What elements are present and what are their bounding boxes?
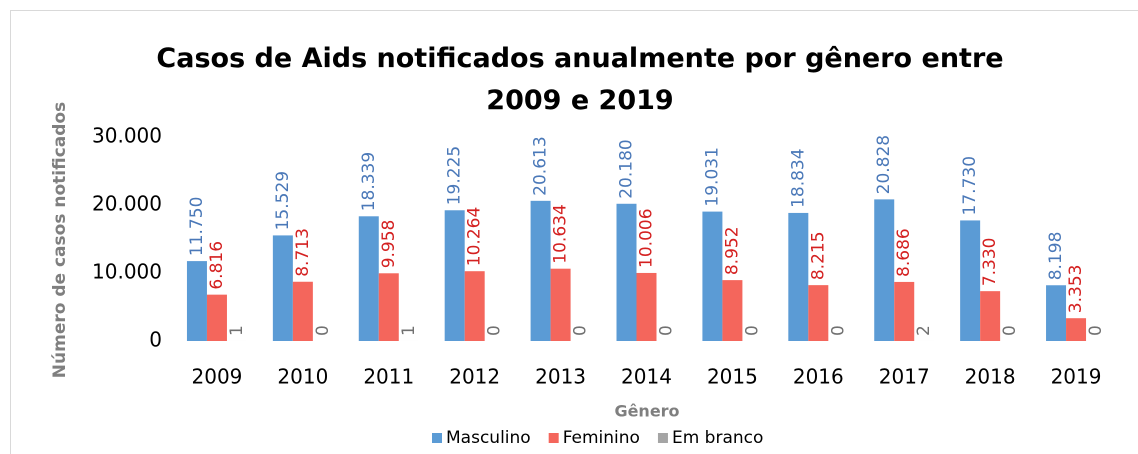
bar (272, 235, 293, 341)
data-label: 17.730 (960, 156, 980, 215)
x-tick-label: 2012 (449, 365, 500, 389)
bar (960, 220, 981, 341)
data-label: 0 (571, 325, 591, 336)
data-label: 18.834 (788, 148, 808, 207)
y-axis-title: Número de casos notificados (50, 102, 70, 378)
legend-label: Masculino (446, 428, 531, 448)
x-tick-label: 2019 (1051, 365, 1102, 389)
bar (186, 261, 207, 341)
bar (292, 281, 313, 341)
legend-swatch (657, 433, 668, 443)
x-axis-title: Gênero (614, 402, 679, 421)
x-tick-label: 2014 (621, 365, 672, 389)
bar (894, 281, 915, 341)
chart-title: Casos de Aids notificados anualmente por… (156, 43, 1004, 116)
data-label: 20.613 (531, 136, 551, 195)
data-label: 9.958 (379, 220, 399, 269)
data-label: 11.750 (187, 197, 207, 256)
x-tick-label: 2011 (363, 365, 414, 389)
data-label: 6.816 (207, 241, 227, 290)
data-label: 19.225 (445, 146, 465, 205)
data-label: 0 (1000, 325, 1020, 336)
bar (358, 216, 379, 341)
bar (636, 272, 657, 341)
legend-swatch (548, 433, 559, 443)
data-label: 7.330 (980, 237, 1000, 286)
bar (1066, 318, 1087, 341)
y-tick-label: 30.000 (92, 124, 162, 148)
data-label: 0 (1086, 325, 1106, 336)
data-label: 15.529 (273, 171, 293, 230)
bar (378, 273, 399, 341)
data-label: 10.264 (465, 207, 485, 266)
bar (722, 280, 743, 341)
bar (702, 211, 723, 341)
y-tick-label: 10.000 (92, 260, 162, 284)
data-label: 8.713 (293, 228, 313, 277)
y-tick-label: 20.000 (92, 192, 162, 216)
chart-border (10, 10, 1138, 454)
x-tick-label: 2016 (793, 365, 844, 389)
data-label: 1 (399, 325, 419, 336)
data-label: 18.339 (359, 152, 379, 211)
bar (550, 268, 571, 341)
x-tick-label: 2010 (277, 365, 328, 389)
data-label: 0 (313, 325, 333, 336)
data-label: 8.198 (1046, 232, 1066, 281)
bar (1046, 285, 1067, 341)
bar (788, 212, 809, 341)
data-label: 0 (657, 325, 677, 336)
x-tick-label: 2013 (535, 365, 586, 389)
data-label: 0 (485, 325, 505, 336)
bar (444, 210, 465, 341)
data-label: 20.828 (874, 135, 894, 194)
x-tick-label: 2017 (879, 365, 930, 389)
data-label: 8.952 (722, 226, 742, 275)
bar (206, 294, 227, 341)
bar (616, 203, 637, 341)
x-tick-label: 2015 (707, 365, 758, 389)
data-label: 19.031 (702, 147, 722, 206)
bar (530, 200, 551, 341)
data-label: 8.215 (808, 231, 828, 280)
data-label: 3.353 (1066, 265, 1086, 314)
data-label: 0 (828, 325, 848, 336)
x-tick-label: 2018 (965, 365, 1016, 389)
x-tick-label: 2009 (192, 365, 243, 389)
legend-label: Em branco (672, 428, 763, 448)
bar (874, 199, 895, 341)
data-label: 2 (914, 325, 934, 336)
bar (980, 291, 1001, 341)
y-tick-label: 0 (149, 328, 162, 352)
data-label: 10.634 (551, 204, 571, 263)
bar (464, 271, 485, 341)
legend-label: Feminino (563, 428, 640, 448)
data-label: 1 (227, 325, 247, 336)
data-label: 10.006 (637, 208, 657, 267)
data-label: 0 (742, 325, 762, 336)
legend-swatch (432, 433, 442, 443)
data-label: 8.686 (894, 228, 914, 277)
bar (808, 285, 829, 341)
data-label: 20.180 (617, 139, 637, 198)
